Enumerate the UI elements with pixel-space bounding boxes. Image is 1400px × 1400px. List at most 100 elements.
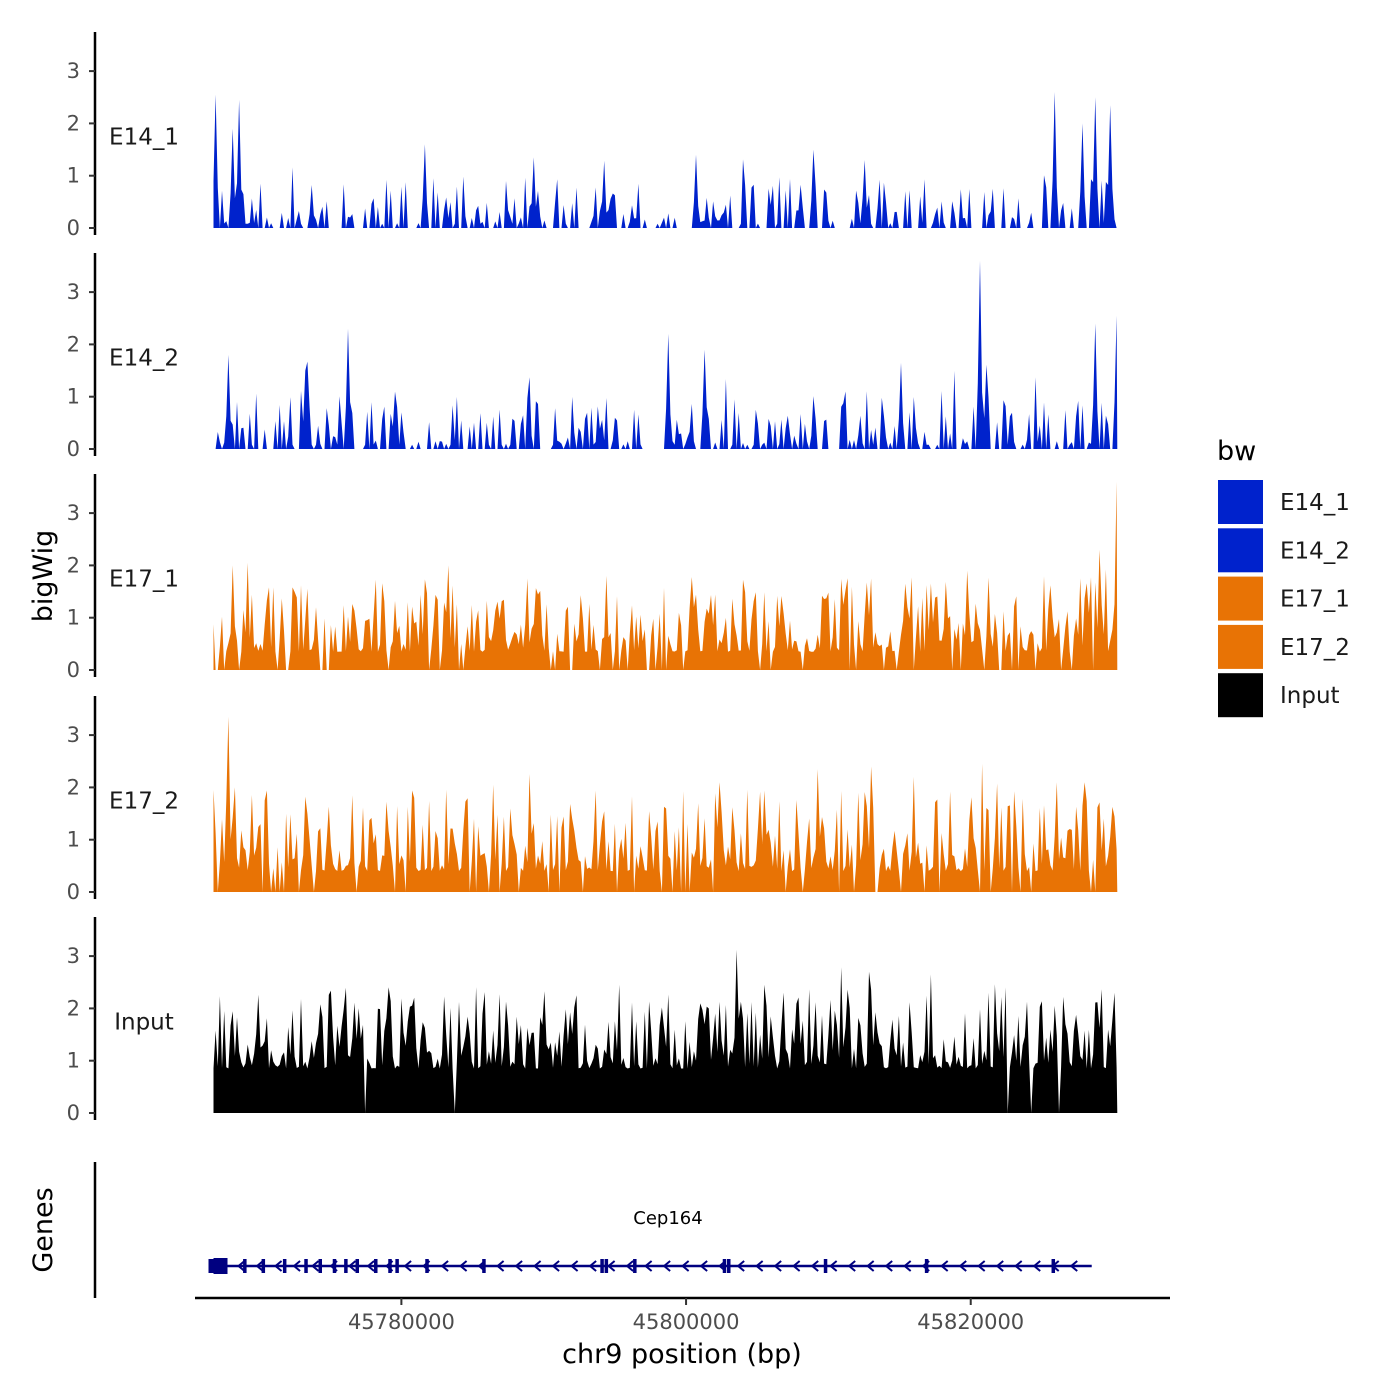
y-tick-label: 3 <box>67 944 80 968</box>
track-Input: 0 1 2 3 Input <box>67 917 1118 1125</box>
y-tick-label: 1 <box>67 164 80 188</box>
strand-arrow <box>1069 1260 1078 1272</box>
strand-arrow <box>773 1260 782 1272</box>
legend-item-E17_2: E17_2 <box>1218 624 1350 669</box>
genes-axis-title: Genes <box>28 1187 59 1272</box>
y-tick-label: 1 <box>67 606 80 630</box>
strand-arrow <box>662 1260 671 1272</box>
y-axis-title: bigWig <box>28 530 59 623</box>
gene-exon <box>243 1259 247 1273</box>
gene-exon <box>924 1259 929 1273</box>
y-tick-label: 2 <box>67 775 80 799</box>
strand-arrow <box>292 1260 301 1272</box>
gene-exon <box>344 1259 348 1273</box>
x-axis: 45780000 45800000 45820000 <box>195 1296 1170 1334</box>
strand-arrow <box>1014 1260 1023 1272</box>
coverage-area-E14_2 <box>213 260 1118 449</box>
strand-arrow <box>255 1260 264 1272</box>
track-E17_2: 0 1 2 3 E17_2 <box>67 696 1118 904</box>
legend-label: E14_2 <box>1280 538 1350 564</box>
y-tick-label: 3 <box>67 501 80 525</box>
gene-exon <box>282 1259 287 1273</box>
gene-exon <box>261 1259 266 1273</box>
strand-arrow <box>588 1260 597 1272</box>
legend-label: E14_1 <box>1280 490 1350 516</box>
legend-label: E17_1 <box>1280 587 1350 613</box>
strand-arrow <box>884 1260 893 1272</box>
strand-arrow <box>866 1260 875 1272</box>
gene-exon <box>332 1259 337 1273</box>
strand-arrow <box>1032 1260 1041 1272</box>
y-tick-label: 3 <box>67 280 80 304</box>
track-E14_2: 0 1 2 3 E14_2 <box>67 253 1118 461</box>
x-tick-label: 45780000 <box>348 1310 455 1334</box>
legend-label: E17_2 <box>1280 635 1350 661</box>
y-tick-label: 2 <box>67 332 80 356</box>
gene-exon <box>374 1259 378 1273</box>
gene-exon <box>213 1258 228 1274</box>
strand-arrow <box>829 1260 838 1272</box>
strand-arrow <box>403 1260 412 1272</box>
strand-arrow <box>459 1260 468 1272</box>
y-tick-label: 1 <box>67 1049 80 1073</box>
strand-arrow <box>977 1260 986 1272</box>
legend-swatch <box>1218 480 1263 524</box>
track-label-E14_2: E14_2 <box>109 345 179 371</box>
gene-exon <box>395 1259 399 1273</box>
strand-arrow <box>699 1260 708 1272</box>
y-tick-label: 1 <box>67 828 80 852</box>
gene-exon <box>600 1259 604 1273</box>
strand-arrow <box>644 1260 653 1272</box>
y-tick-label: 0 <box>67 880 80 904</box>
x-tick-label: 45820000 <box>917 1310 1024 1334</box>
strand-arrow <box>736 1260 745 1272</box>
strand-arrow <box>940 1260 949 1272</box>
y-tick-label: 0 <box>67 437 80 461</box>
gene-exon <box>355 1259 360 1273</box>
strand-arrow <box>570 1260 579 1272</box>
strand-arrow <box>755 1260 764 1272</box>
gene-exon <box>482 1259 486 1273</box>
legend: bw E14_1 E14_2 E17_1 E17_2 Input <box>1217 436 1350 718</box>
legend-item-E14_1: E14_1 <box>1218 480 1350 524</box>
gene-track: Cep164 <box>93 1162 1092 1298</box>
y-tick-label: 2 <box>67 996 80 1020</box>
legend-title: bw <box>1217 436 1256 467</box>
legend-swatch <box>1218 528 1263 573</box>
y-tick-label: 0 <box>67 216 80 240</box>
gene-name-label: Cep164 <box>633 1208 702 1229</box>
x-axis-title: chr9 position (bp) <box>562 1339 802 1370</box>
strand-arrow <box>440 1260 449 1272</box>
legend-item-E14_2: E14_2 <box>1218 528 1350 573</box>
strand-arrow <box>348 1260 357 1272</box>
legend-label: Input <box>1280 683 1340 709</box>
legend-item-E17_1: E17_1 <box>1218 576 1350 621</box>
y-tick-label: 3 <box>67 723 80 747</box>
strand-arrow <box>995 1260 1004 1272</box>
track-label-E17_2: E17_2 <box>109 788 179 814</box>
strand-arrow <box>236 1260 246 1272</box>
y-tick-label: 3 <box>67 59 80 83</box>
gene-exon <box>1051 1259 1056 1273</box>
bigwig-tracks: 0 1 2 3 E14_1 0 1 2 3 E14_2 0 1 2 3 E17_1 0 1 2 3 E17_2 0 1 2 3… <box>67 32 1118 1125</box>
strand-arrow <box>847 1260 856 1272</box>
y-tick-label: 2 <box>67 553 80 577</box>
coverage-area-E17_2 <box>213 716 1118 892</box>
y-tick-label: 0 <box>67 658 80 682</box>
legend-swatch <box>1218 673 1263 718</box>
legend-item-Input: Input <box>1218 673 1340 718</box>
track-label-Input: Input <box>114 1009 174 1035</box>
strand-arrow <box>810 1260 819 1272</box>
strand-arrow <box>551 1260 560 1272</box>
strand-arrow <box>625 1260 634 1272</box>
gene-exon <box>604 1259 609 1273</box>
strand-arrow <box>496 1260 505 1272</box>
gene-exon <box>304 1259 308 1273</box>
coverage-area-E14_1 <box>213 92 1118 228</box>
strand-arrow <box>273 1260 283 1272</box>
strand-arrow <box>514 1260 523 1272</box>
strand-arrow <box>607 1260 616 1272</box>
track-E14_1: 0 1 2 3 E14_1 <box>67 32 1118 240</box>
strand-arrow <box>792 1260 801 1272</box>
